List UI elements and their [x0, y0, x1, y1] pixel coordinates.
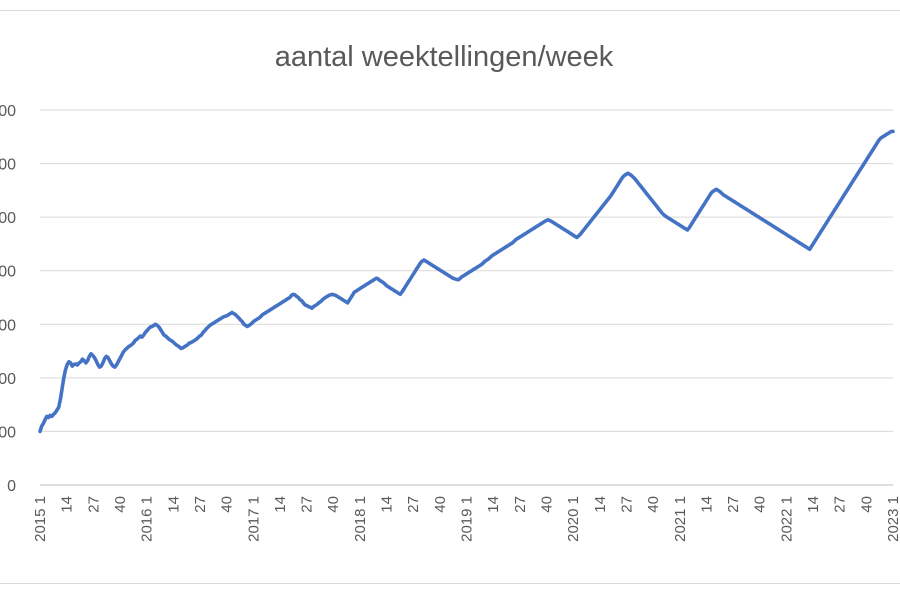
- x-tick-label: 2017 1: [245, 496, 262, 542]
- x-tick-label: 2018 1: [352, 496, 369, 542]
- y-tick-label: 00: [0, 210, 16, 227]
- y-tick-label: 00: [0, 157, 16, 174]
- x-tick-label: 40: [858, 496, 875, 513]
- series-line: [38, 129, 895, 434]
- y-tick-label: 00: [0, 371, 16, 388]
- x-tick-label: 14: [165, 496, 182, 513]
- x-tick-label: 40: [219, 496, 236, 513]
- chart-title: aantal weektellingen/week: [275, 41, 614, 73]
- x-tick-label: 14: [59, 496, 76, 513]
- x-tick-label: 27: [85, 496, 102, 513]
- x-tick-label: 14: [698, 496, 715, 513]
- top-border: [0, 10, 900, 11]
- x-tick-label: 40: [432, 496, 449, 513]
- y-tick-label: 00: [0, 317, 16, 334]
- x-tick-label: 27: [192, 496, 209, 513]
- x-tick-label: 2022 1: [778, 496, 795, 542]
- x-tick-label: 27: [405, 496, 422, 513]
- x-tick-label: 2019 1: [459, 496, 476, 542]
- x-tick-label: 2020 1: [565, 496, 582, 542]
- x-tick-label: 40: [325, 496, 342, 513]
- x-axis-ticks: 2015 1 14 27 40 2016 1 14 27 40 2017 1 14 27 40 2018…: [32, 496, 900, 542]
- x-tick-label: 2016 1: [139, 496, 156, 542]
- bottom-border: [0, 583, 900, 584]
- x-tick-label: 27: [832, 496, 849, 513]
- x-tick-label: 14: [272, 496, 289, 513]
- x-tick-label: 40: [539, 496, 556, 513]
- x-tick-label: 27: [299, 496, 316, 513]
- y-tick-label: 00: [0, 264, 16, 281]
- x-tick-label: 14: [485, 496, 502, 513]
- x-tick-label: 27: [618, 496, 635, 513]
- x-tick-label: 14: [805, 496, 822, 513]
- x-tick-label: 2015 1: [32, 496, 49, 542]
- y-tick-label: 00: [0, 103, 16, 120]
- x-tick-label: 40: [645, 496, 662, 513]
- x-tick-label: 27: [512, 496, 529, 513]
- gridlines: [40, 109, 893, 486]
- x-tick-label: 2023 1: [885, 496, 900, 542]
- x-tick-label: 40: [752, 496, 769, 513]
- y-tick-label: 00: [0, 424, 16, 441]
- x-tick-label: 27: [725, 496, 742, 513]
- x-tick-label: 14: [379, 496, 396, 513]
- y-tick-label: 0: [7, 478, 16, 495]
- x-tick-label: 40: [112, 496, 129, 513]
- x-tick-label: 2021 1: [672, 496, 689, 542]
- x-tick-label: 14: [592, 496, 609, 513]
